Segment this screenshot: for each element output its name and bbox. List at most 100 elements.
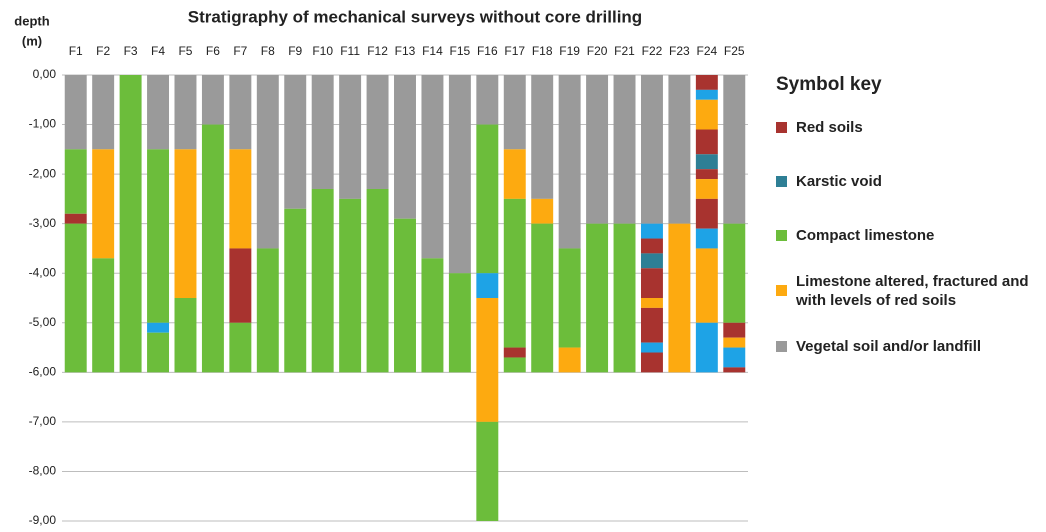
x-tick-label: F22 [642, 44, 663, 58]
layer [201, 75, 224, 125]
layer [668, 223, 691, 373]
layer [531, 75, 554, 199]
legend-label: Limestone altered, fractured and with le… [796, 273, 1029, 309]
layer [723, 367, 746, 373]
layer [311, 188, 334, 373]
layer [147, 322, 170, 333]
y-tick-label: -6,00 [29, 365, 57, 379]
layer [695, 75, 718, 90]
layer [311, 75, 334, 189]
layer [640, 268, 663, 298]
layer [64, 213, 87, 224]
layer [174, 149, 197, 298]
layer [695, 129, 718, 155]
layer [476, 273, 499, 298]
x-tick-label: F12 [367, 44, 388, 58]
layer [476, 75, 499, 125]
legend-item: Compact limestone [776, 218, 1038, 253]
layer [640, 223, 663, 239]
layer [256, 248, 279, 373]
x-tick-label: F3 [124, 44, 138, 58]
layer [476, 298, 499, 422]
y-tick-label: -1,00 [29, 117, 57, 131]
layer [723, 75, 746, 224]
layer [174, 75, 197, 150]
layer [531, 198, 554, 224]
x-tick-label: F5 [178, 44, 192, 58]
layer [723, 322, 746, 338]
layer [147, 75, 170, 150]
legend-item: Vegetal soil and/or landfill [776, 329, 1038, 364]
layer [92, 75, 115, 150]
layer [558, 248, 581, 348]
x-tick-label: F17 [504, 44, 525, 58]
layer [503, 347, 526, 358]
x-tick-label: F23 [669, 44, 690, 58]
layer [284, 208, 307, 373]
y-axis-label: depth [14, 13, 49, 28]
layer [174, 298, 197, 373]
layer [366, 75, 389, 189]
layer [640, 238, 663, 254]
layer [147, 149, 170, 323]
layer [640, 352, 663, 373]
legend-label: Compact limestone [796, 227, 935, 244]
layer [695, 198, 718, 229]
legend-title: Symbol key [776, 74, 882, 95]
layer [64, 223, 87, 373]
legend-label: Vegetal soil and/or landfill [796, 338, 982, 355]
x-tick-label: F16 [477, 44, 498, 58]
x-tick-label: F9 [288, 44, 302, 58]
legend-label: Karstic void [796, 173, 882, 190]
layer [613, 75, 636, 224]
layer [695, 322, 718, 373]
y-tick-label: -9,00 [29, 513, 57, 527]
layer [92, 258, 115, 373]
layer [229, 75, 252, 150]
layer [695, 89, 718, 100]
layer [695, 228, 718, 249]
layer [64, 75, 87, 150]
layer [229, 149, 252, 249]
layer [558, 347, 581, 373]
layer [503, 149, 526, 199]
x-tick-label: F11 [340, 44, 360, 58]
y-axis-label: (m) [22, 33, 42, 48]
layer [723, 347, 746, 368]
y-tick-label: -5,00 [29, 315, 57, 329]
layer [558, 75, 581, 249]
layer [229, 322, 252, 373]
x-tick-label: F24 [696, 44, 717, 58]
legend-item: Red soils [776, 110, 1038, 145]
layer [723, 337, 746, 348]
x-tick-label: F19 [559, 44, 580, 58]
y-tick-label: -3,00 [29, 216, 57, 230]
layer [695, 99, 718, 130]
legend-item: Karstic void [776, 164, 1038, 199]
x-tick-label: F14 [422, 44, 443, 58]
y-tick-label: -2,00 [29, 166, 57, 180]
x-tick-label: F25 [724, 44, 745, 58]
chart-title: Stratigraphy of mechanical surveys witho… [188, 7, 642, 26]
layer [366, 188, 389, 373]
layer [339, 75, 362, 199]
layer [531, 223, 554, 373]
layer [695, 169, 718, 180]
layer [695, 248, 718, 323]
legend-item: Limestone altered, fractured and with le… [776, 272, 1038, 310]
layer [503, 198, 526, 348]
layer [92, 149, 115, 259]
layer [284, 75, 307, 209]
layer [640, 253, 663, 269]
x-tick-label: F8 [261, 44, 275, 58]
layer [640, 75, 663, 224]
x-tick-label: F7 [233, 44, 247, 58]
layer [339, 198, 362, 373]
x-tick-label: F6 [206, 44, 220, 58]
layer [394, 75, 416, 219]
layer [229, 248, 252, 323]
x-tick-label: F2 [96, 44, 110, 58]
layer [256, 75, 279, 249]
layer [147, 332, 170, 373]
